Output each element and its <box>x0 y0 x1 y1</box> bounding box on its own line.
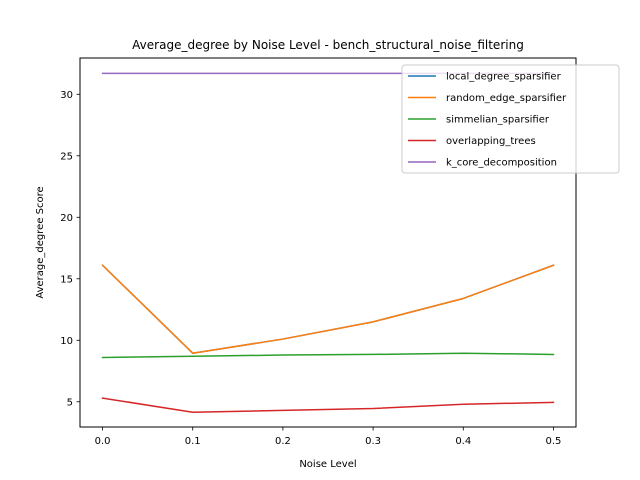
plot-frame <box>79 57 577 428</box>
y-tick-label: 10 <box>60 336 73 347</box>
y-axis-label: Average_degree Score <box>35 186 46 298</box>
legend-label-local_degree_sparsifier: local_degree_sparsifier <box>446 72 562 83</box>
y-tick-label: 15 <box>60 274 73 285</box>
y-tick-label: 30 <box>60 90 73 101</box>
y-tick-label: 5 <box>67 397 73 408</box>
x-tick-label: 0.1 <box>185 436 201 447</box>
x-tick-label: 0.3 <box>365 436 381 447</box>
x-tick-label: 0.0 <box>95 436 111 447</box>
x-tick-label: 0.2 <box>275 436 291 447</box>
legend-box <box>401 64 620 174</box>
legend-label-simmelian_sparsifier: simmelian_sparsifier <box>446 115 550 126</box>
legend-label-overlapping_trees: overlapping_trees <box>446 136 536 147</box>
legend: local_degree_sparsifier random_edge_spars… <box>401 64 620 174</box>
x-axis: 0.0 0.1 0.2 0.3 0.4 0.5 <box>95 427 562 447</box>
series-layer <box>101 72 555 413</box>
series-line-random_edge_sparsifier <box>101 264 555 354</box>
x-tick-label: 0.4 <box>455 436 471 447</box>
legend-label-random_edge_sparsifier: random_edge_sparsifier <box>446 93 567 104</box>
chart-title: Average_degree by Noise Level - bench_st… <box>132 38 524 52</box>
y-tick-label: 25 <box>60 151 73 162</box>
y-tick-label: 20 <box>60 213 73 224</box>
legend-label-k_core_decomposition: k_core_decomposition <box>446 158 557 169</box>
x-tick-label: 0.5 <box>546 436 562 447</box>
x-axis-label: Noise Level <box>299 459 356 470</box>
series-line-overlapping_trees <box>101 397 555 413</box>
y-axis: 5 10 15 20 25 30 <box>60 90 80 408</box>
series-line-simmelian_sparsifier <box>101 352 555 359</box>
